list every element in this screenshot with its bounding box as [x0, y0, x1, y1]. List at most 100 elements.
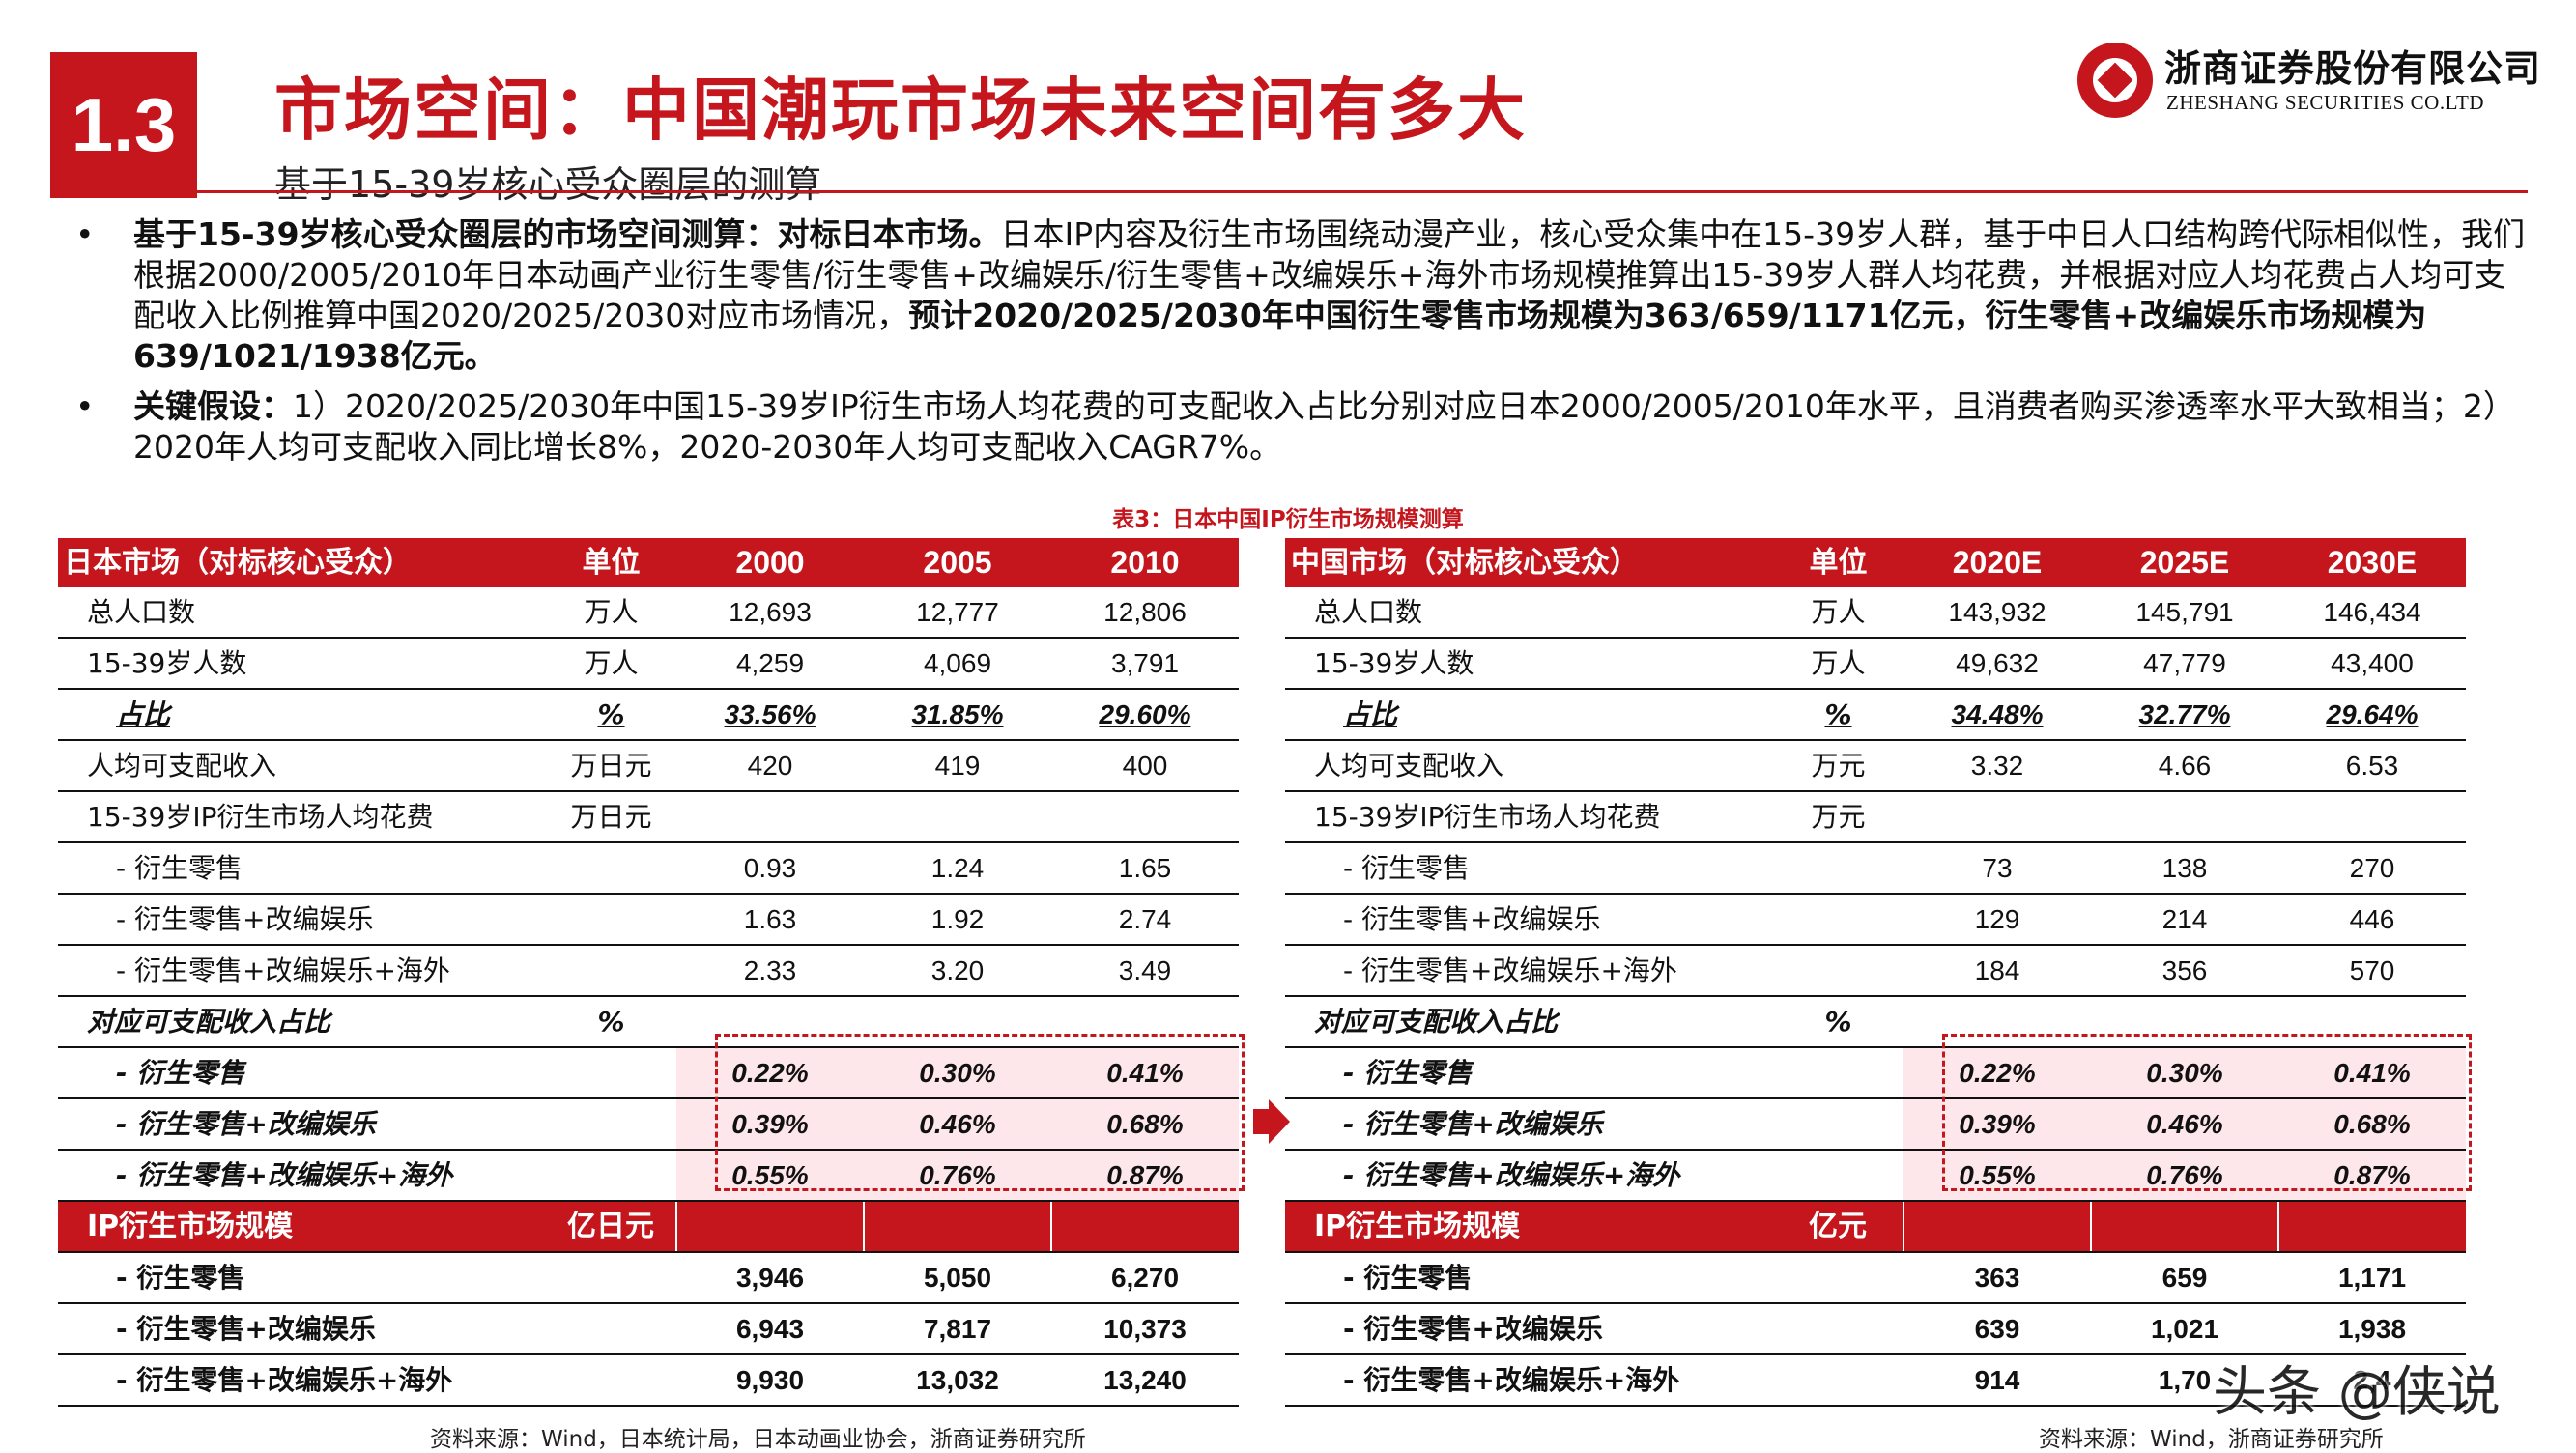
- cell-value: 2.33: [676, 945, 864, 997]
- table-row: - 衍生零售+改编娱乐+海外 914 1,70 2,4: [1285, 1354, 2466, 1407]
- section-unit: 亿日元: [546, 1201, 676, 1253]
- japan-source-note: 资料来源：Wind，日本统计局，日本动画业协会，浙商证券研究所: [430, 1427, 1086, 1452]
- cell-value: 0.76%: [864, 1150, 1051, 1202]
- section-number-badge: 1.3: [50, 52, 197, 198]
- table-row: - 衍生零售+改编娱乐 639 1,021 1,938: [1285, 1303, 2466, 1355]
- china-market-table: 中国市场（对标核心受众） 单位 2020E 2025E 2030E 总人口数 万…: [1285, 538, 2466, 1407]
- header-label: 中国市场（对标核心受众）: [1285, 538, 1773, 587]
- cell-value: 420: [676, 740, 864, 792]
- table-row: 总人口数 万人 12,693 12,777 12,806: [58, 587, 1239, 639]
- table-row: - 衍生零售+改编娱乐+海外 0.55% 0.76% 0.87%: [1285, 1150, 2466, 1202]
- bullet-dot-icon: •: [75, 215, 95, 253]
- table-row: - 衍生零售+改编娱乐 6,943 7,817 10,373: [58, 1303, 1239, 1355]
- cell-value: 0.30%: [2091, 1047, 2278, 1099]
- row-unit: 万人: [1773, 587, 1903, 639]
- row-label: - 衍生零售+改编娱乐+海外: [1285, 945, 1773, 997]
- row-label: - 衍生零售: [1285, 1252, 1773, 1304]
- cell-value: 356: [2091, 945, 2278, 997]
- cell-value: 0.76%: [2091, 1150, 2278, 1202]
- row-unit: 万人: [546, 638, 676, 690]
- cell-value: 0.55%: [676, 1150, 864, 1202]
- row-label: 总人口数: [1285, 587, 1773, 639]
- cell-value: 3.49: [1051, 945, 1239, 997]
- cell-value: 0.87%: [1051, 1150, 1239, 1202]
- table-row: - 衍生零售+改编娱乐+海外 0.55% 0.76% 0.87%: [58, 1150, 1239, 1202]
- cell-value: 143,932: [1903, 587, 2091, 639]
- cell-value: 914: [1903, 1354, 2091, 1407]
- row-label: 占比: [58, 689, 546, 741]
- row-label: - 衍生零售+改编娱乐: [1285, 894, 1773, 946]
- cell-value: 138: [2091, 842, 2278, 895]
- row-unit: 万元: [1773, 791, 1903, 843]
- cell-value: 0.41%: [2278, 1047, 2466, 1099]
- cell-value: 3,946: [676, 1252, 864, 1304]
- logo-mark-icon: [2077, 43, 2153, 118]
- cell-value: 47,779: [2091, 638, 2278, 690]
- table-row: - 衍生零售+改编娱乐+海外 184 356 570: [1285, 945, 2466, 997]
- cell-value: 0.93: [676, 842, 864, 895]
- row-label: 人均可支配收入: [1285, 740, 1773, 792]
- table-row: - 衍生零售 0.93 1.24 1.65: [58, 842, 1239, 895]
- table-section-header: IP衍生市场规模 亿元: [1285, 1201, 2466, 1253]
- table-row: - 衍生零售+改编娱乐 0.39% 0.46% 0.68%: [58, 1098, 1239, 1151]
- row-unit: %: [546, 996, 676, 1048]
- cell-value: 2,4: [2278, 1354, 2466, 1407]
- row-label: - 衍生零售+改编娱乐+海外: [58, 1150, 546, 1202]
- cell-value: 184: [1903, 945, 2091, 997]
- table-header-row: 日本市场（对标核心受众） 单位 2000 2005 2010: [58, 538, 1239, 587]
- row-label: - 衍生零售+改编娱乐+海外: [1285, 1354, 1773, 1407]
- cell-value: 34.48%: [1903, 689, 2091, 741]
- cell-value: 145,791: [2091, 587, 2278, 639]
- cell-value: 7,817: [864, 1303, 1051, 1355]
- header-year: 2020E: [1903, 538, 2091, 587]
- table-row: 15-39岁IP衍生市场人均花费 万日元: [58, 791, 1239, 843]
- cell-value: 0.39%: [676, 1098, 864, 1151]
- row-unit: %: [1773, 996, 1903, 1048]
- cell-value: 31.85%: [864, 689, 1051, 741]
- cell-value: 43,400: [2278, 638, 2466, 690]
- row-label: 占比: [1285, 689, 1773, 741]
- table-row: 对应可支配收入占比 %: [1285, 996, 2466, 1048]
- cell-value: 12,806: [1051, 587, 1239, 639]
- table-header-row: 中国市场（对标核心受众） 单位 2020E 2025E 2030E: [1285, 538, 2466, 587]
- bullet-market-estimate: • 基于15-39岁核心受众圈层的市场空间测算：对标日本市场。日本IP内容及衍生…: [58, 214, 2532, 377]
- cell-value: 0.30%: [864, 1047, 1051, 1099]
- table-row: 总人口数 万人 143,932 145,791 146,434: [1285, 587, 2466, 639]
- cell-value: 214: [2091, 894, 2278, 946]
- row-label: 15-39岁IP衍生市场人均花费: [58, 791, 546, 843]
- bullet-key-assumptions: • 关键假设：1）2020/2025/2030年中国15-39岁IP衍生市场人均…: [58, 386, 2532, 468]
- cell-value: 0.22%: [676, 1047, 864, 1099]
- table-row: - 衍生零售+改编娱乐+海外 2.33 3.20 3.49: [58, 945, 1239, 997]
- cell-value: 5,050: [864, 1252, 1051, 1304]
- cell-value: 4.66: [2091, 740, 2278, 792]
- cell-value: 0.41%: [1051, 1047, 1239, 1099]
- logo-chinese-name: 浙商证券股份有限公司: [2164, 46, 2542, 90]
- row-label: - 衍生零售+改编娱乐+海外: [58, 1354, 546, 1407]
- header-label: 日本市场（对标核心受众）: [58, 538, 546, 587]
- bullet-2-body: 1）2020/2025/2030年中国15-39岁IP衍生市场人均花费的可支配收…: [133, 387, 2515, 466]
- row-label: 15-39岁人数: [1285, 638, 1773, 690]
- cell-value: 419: [864, 740, 1051, 792]
- cell-value: 73: [1903, 842, 2091, 895]
- cell-value: 3,791: [1051, 638, 1239, 690]
- cell-value: 0.46%: [864, 1098, 1051, 1151]
- row-label: - 衍生零售+改编娱乐: [58, 1303, 546, 1355]
- row-unit: %: [1773, 689, 1903, 741]
- cell-value: 1.92: [864, 894, 1051, 946]
- table-row: 人均可支配收入 万日元 420 419 400: [58, 740, 1239, 792]
- section-label: IP衍生市场规模: [1285, 1201, 1773, 1253]
- header-year: 2005: [864, 538, 1051, 587]
- row-label: - 衍生零售+改编娱乐: [1285, 1098, 1773, 1151]
- cell-value: 446: [2278, 894, 2466, 946]
- cell-value: 1.24: [864, 842, 1051, 895]
- cell-value: 2.74: [1051, 894, 1239, 946]
- cell-value: 0.87%: [2278, 1150, 2466, 1202]
- bullet-1-lead: 基于15-39岁核心受众圈层的市场空间测算：对标日本市场。: [133, 215, 1001, 253]
- table-row: - 衍生零售 0.22% 0.30% 0.41%: [1285, 1047, 2466, 1099]
- watermark: 头条 @侠说: [2213, 1361, 2501, 1424]
- page-title: 市场空间：中国潮玩市场未来空间有多大: [274, 71, 1527, 150]
- logo-english-name: ZHESHANG SECURITIES CO.LTD: [2166, 91, 2484, 114]
- header-year: 2000: [676, 538, 864, 587]
- bullet-1-body: 日本IP内容及衍生市场围绕动漫产业，核心受众集中在15-39岁人群，基于中日人口…: [133, 215, 2526, 334]
- row-label: 15-39岁IP衍生市场人均花费: [1285, 791, 1773, 843]
